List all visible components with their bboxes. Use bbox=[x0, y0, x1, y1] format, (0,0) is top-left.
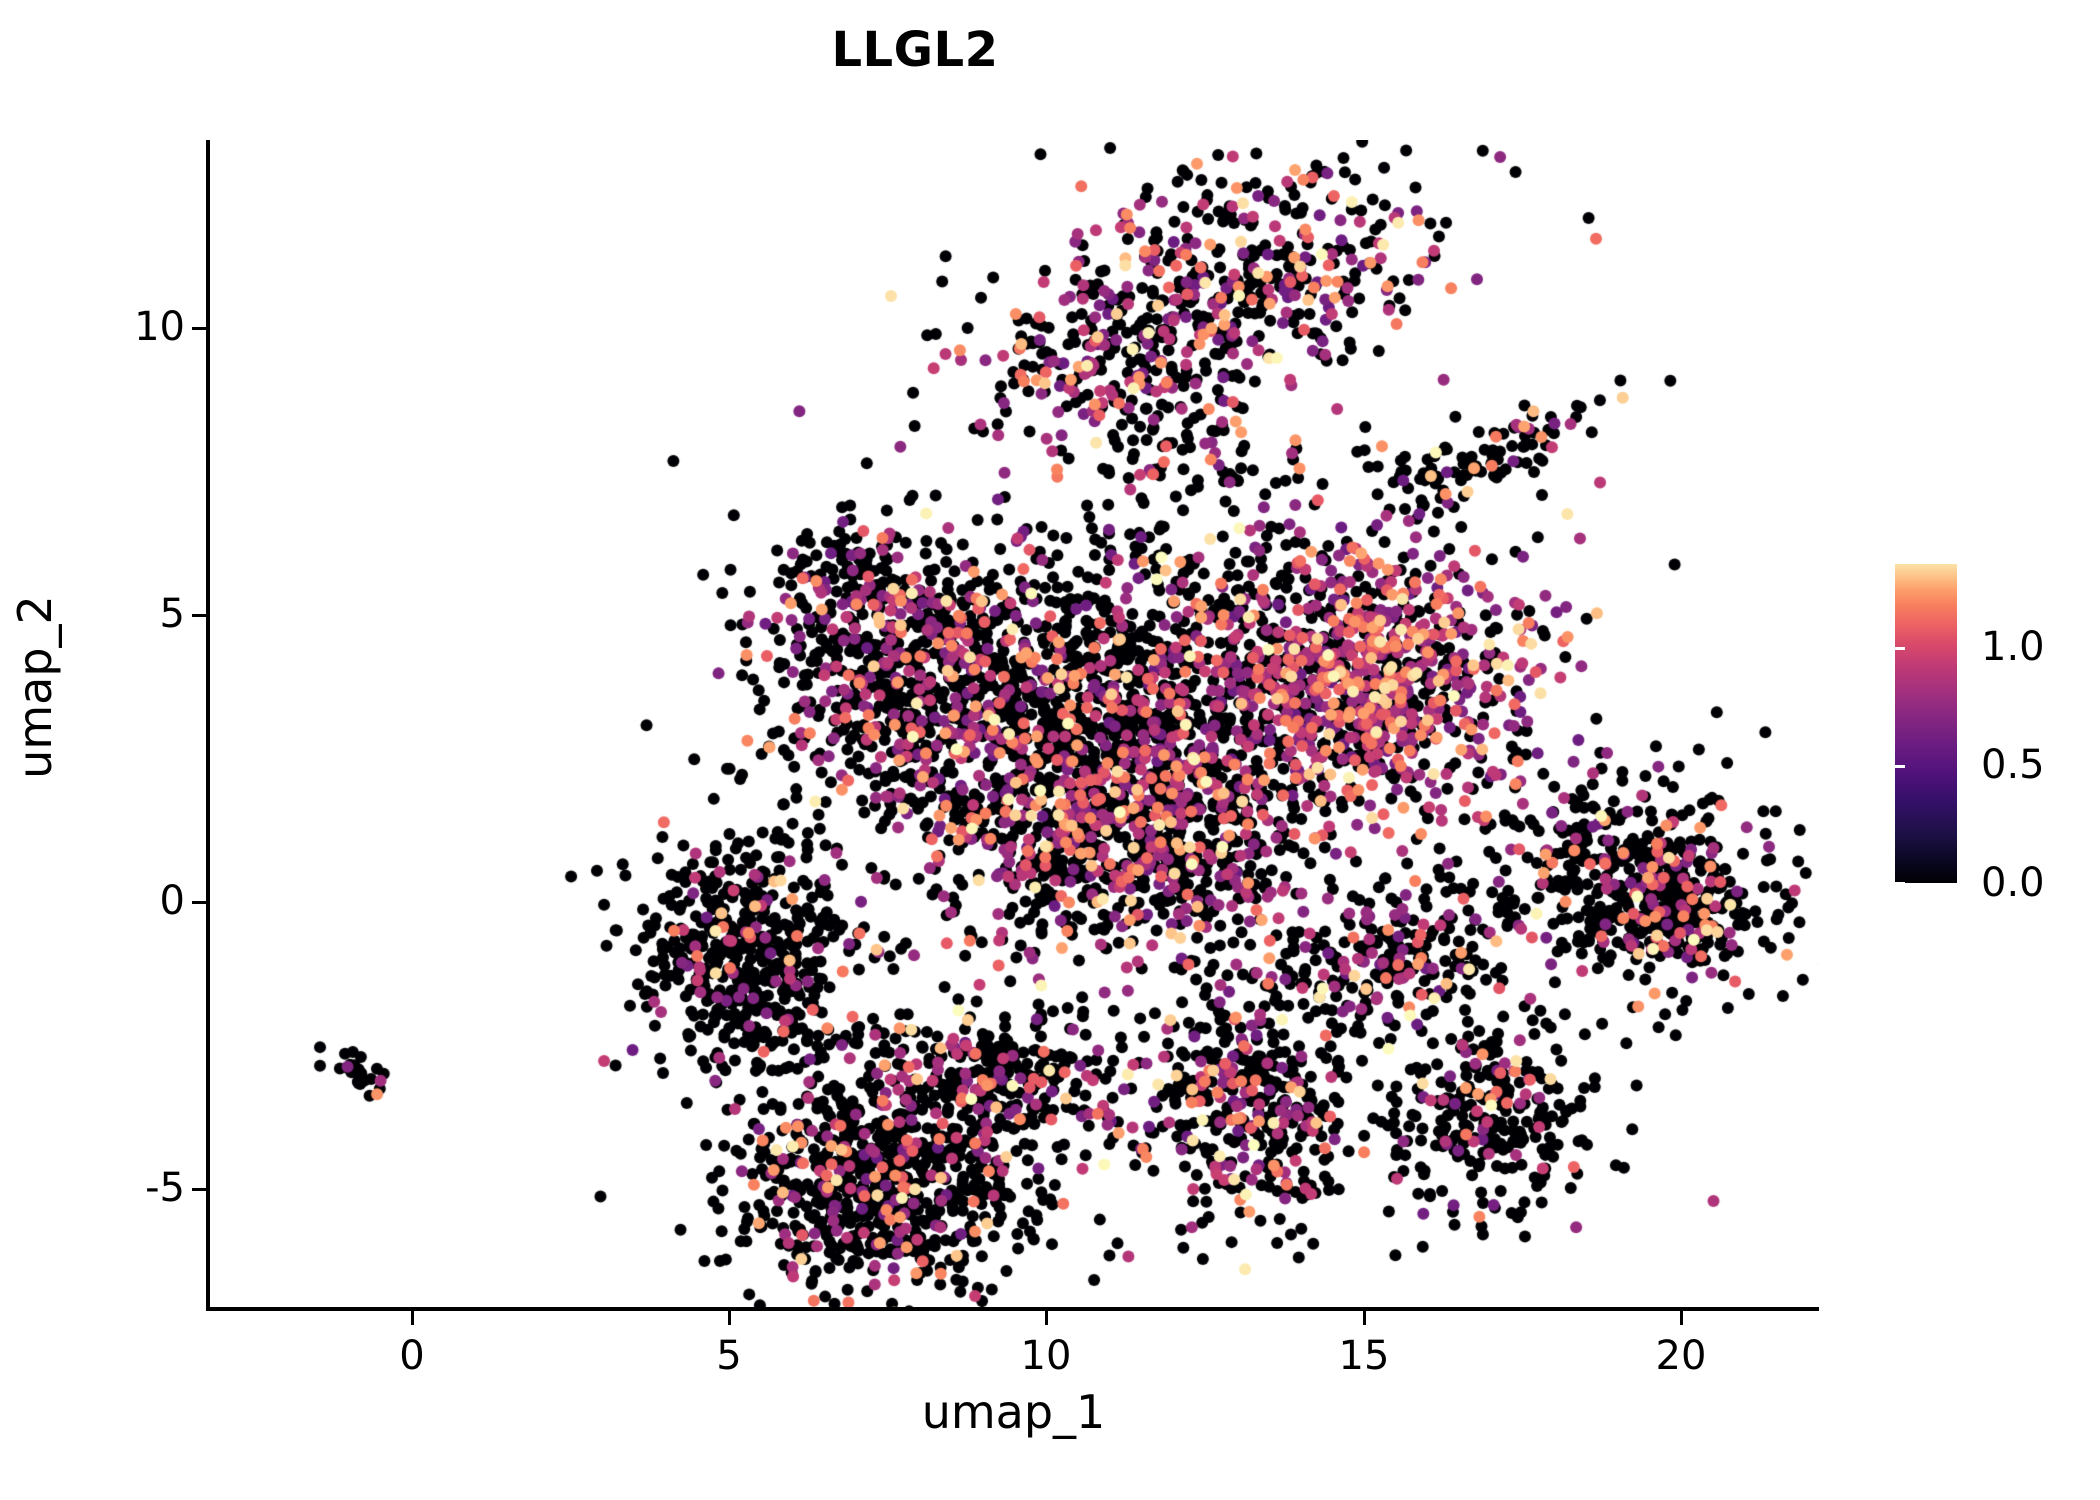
x-tick-mark-15 bbox=[1363, 1311, 1366, 1325]
colorbar-tick-0p5-right bbox=[1885, 765, 1895, 768]
x-tick-mark-5 bbox=[728, 1311, 731, 1325]
page-title: LLGL2 bbox=[831, 22, 999, 78]
colorbar-label-1p0: 1.0 bbox=[1981, 624, 2045, 670]
x-tick-label-5: 5 bbox=[716, 1333, 742, 1379]
y-tick-label-minus5: -5 bbox=[145, 1165, 185, 1211]
y-tick-label-5: 5 bbox=[159, 591, 185, 637]
axis-spine-bottom bbox=[206, 1307, 1819, 1311]
x-tick-label-15: 15 bbox=[1338, 1333, 1390, 1379]
y-tick-mark-10 bbox=[192, 327, 206, 330]
x-tick-mark-0 bbox=[411, 1311, 414, 1325]
y-tick-mark-minus5 bbox=[192, 1188, 206, 1191]
plot-axes: 10 5 0 -5 0 5 10 15 20 bbox=[134, 140, 1819, 1379]
x-axis-label: umap_1 bbox=[921, 1385, 1106, 1439]
x-tick-mark-10 bbox=[1045, 1311, 1048, 1325]
y-tick-mark-0 bbox=[192, 901, 206, 904]
colorbar-label-0p0: 0.0 bbox=[1981, 860, 2045, 906]
colorbar-tick-0p0-right bbox=[1885, 882, 1895, 885]
y-tick-label-0: 0 bbox=[159, 878, 185, 924]
x-tick-label-20: 20 bbox=[1655, 1333, 1707, 1379]
colorbar-tick-0p5-left bbox=[1895, 765, 1905, 768]
colorbar-label-0p5: 0.5 bbox=[1981, 742, 2045, 788]
scatter-points-canvas bbox=[209, 140, 1818, 1307]
colorbar-tick-1p0-left bbox=[1895, 647, 1905, 650]
axis-spine-left bbox=[206, 140, 210, 1307]
colorbar-gradient bbox=[1895, 564, 1957, 883]
y-tick-mark-5 bbox=[192, 614, 206, 617]
colorbar-tick-0p0-left bbox=[1895, 882, 1905, 885]
colorbar-tick-1p0-right bbox=[1885, 647, 1895, 650]
x-tick-label-0: 0 bbox=[399, 1333, 425, 1379]
x-tick-mark-20 bbox=[1680, 1311, 1683, 1325]
x-tick-label-10: 10 bbox=[1020, 1333, 1072, 1379]
y-tick-label-10: 10 bbox=[134, 304, 185, 350]
y-axis-label: umap_2 bbox=[8, 595, 62, 779]
